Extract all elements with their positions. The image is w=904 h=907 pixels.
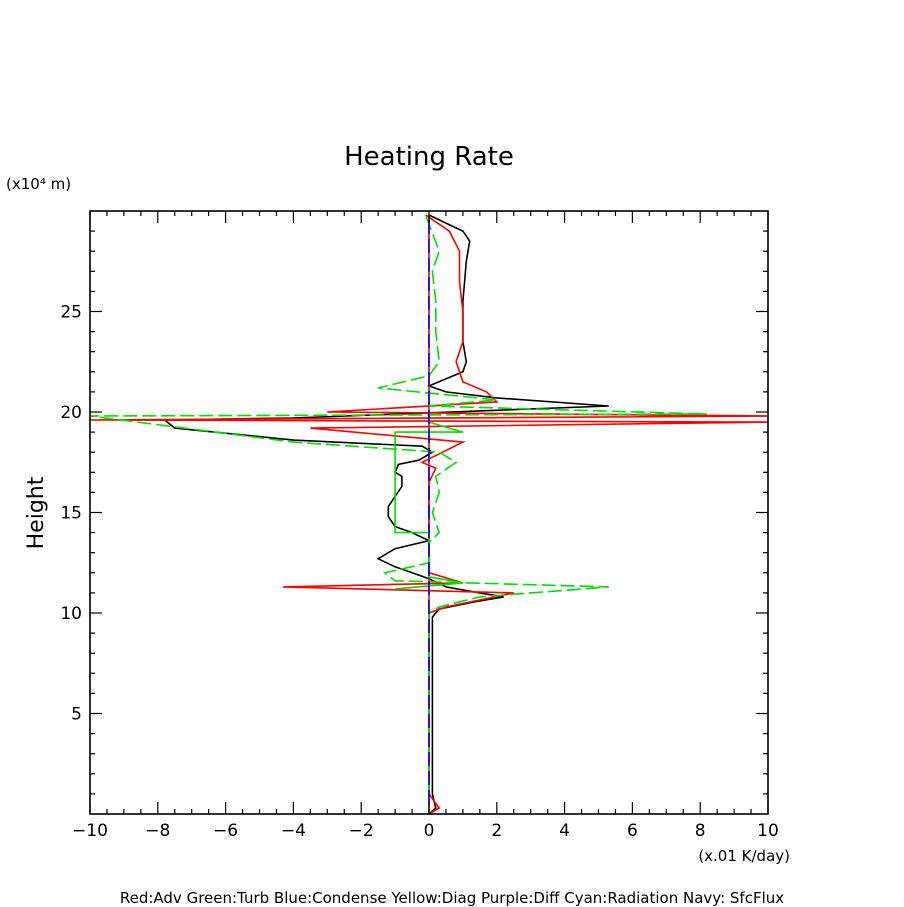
y-tick-label: 15: [60, 504, 82, 524]
x-tick-label: 10: [757, 821, 779, 841]
x-tick-label: −10: [72, 821, 108, 841]
x-tick-label: 2: [491, 821, 502, 841]
series-line-1: [162, 214, 609, 815]
series-line-5: [89, 214, 708, 814]
x-tick-label: 4: [559, 821, 570, 841]
legend-text: Red:Adv Green:Turb Blue:Condense Yellow:…: [119, 889, 785, 907]
y-tick-label: 10: [60, 604, 82, 624]
x-tick-label: −8: [145, 821, 170, 841]
plot-frame: [89, 210, 769, 815]
y-tick-label: 5: [71, 705, 82, 725]
x-unit-label: (x.01 K/day): [698, 847, 790, 865]
y-tick-label: 20: [60, 403, 82, 423]
y-tick-label: 25: [60, 303, 82, 323]
x-tick-label: −6: [213, 821, 238, 841]
y-axis-label: Height: [24, 476, 49, 549]
x-tick-label: 8: [695, 821, 706, 841]
chart-title: Heating Rate: [344, 142, 514, 172]
x-tick-label: −2: [349, 821, 374, 841]
x-tick-label: −4: [281, 821, 306, 841]
series-line-2: [89, 214, 769, 815]
y-unit-label: (x10⁴ m): [6, 175, 71, 193]
series-layer: [89, 214, 769, 815]
x-tick-label: 0: [424, 821, 435, 841]
tick-layer: −10 −8 −6 −4 −2 0 2 4 6 8 10 5 10 15 20 25: [60, 211, 779, 841]
x-tick-label: 6: [627, 821, 638, 841]
